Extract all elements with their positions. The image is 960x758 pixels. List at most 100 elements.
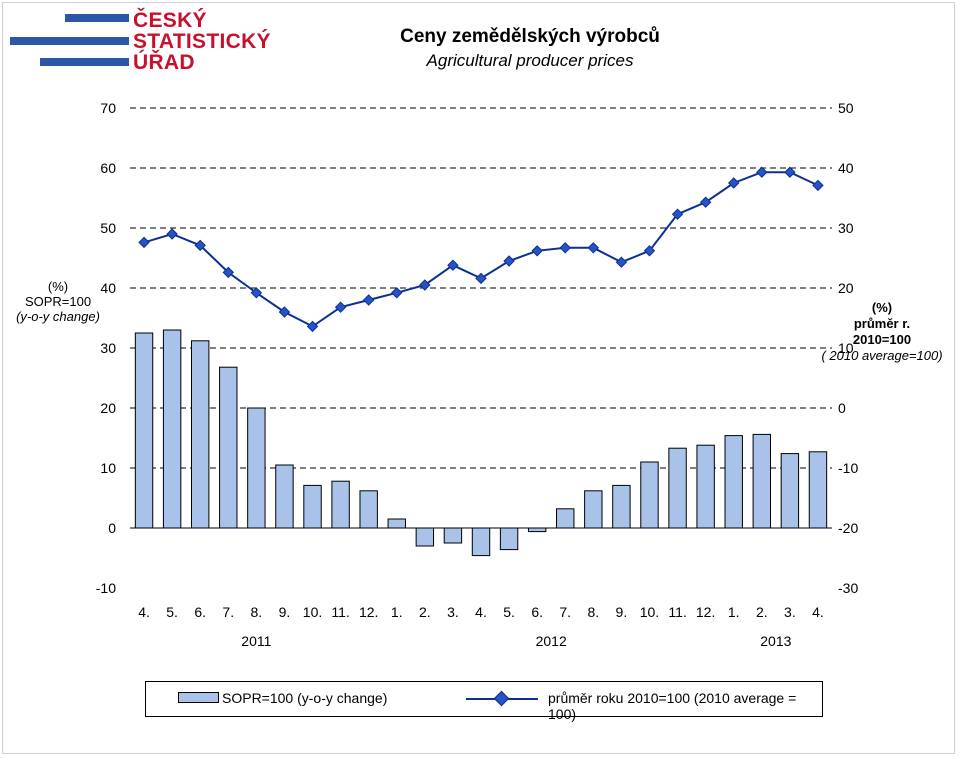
line-point xyxy=(587,242,600,254)
line-point xyxy=(671,208,684,220)
x-tick-label: 2. xyxy=(419,604,431,620)
x-tick-label: 11. xyxy=(668,604,686,620)
bar xyxy=(527,527,547,533)
x-tick-label: 4. xyxy=(138,604,150,620)
chart-subtitle: Agricultural producer prices xyxy=(426,51,634,70)
right-axis-label-line: 2010=100 xyxy=(852,332,912,347)
right-tick-label: -10 xyxy=(838,460,858,476)
x-tick-label: 1. xyxy=(391,604,403,620)
right-tick-label: 50 xyxy=(838,100,854,116)
x-tick-label: 2. xyxy=(756,604,768,620)
line-point xyxy=(138,236,150,249)
x-tick-label: 12. xyxy=(359,604,378,620)
line-point xyxy=(419,279,431,291)
line-point xyxy=(531,245,543,257)
bar xyxy=(556,508,575,529)
x-tick-label: 4. xyxy=(812,604,824,620)
x-tick-label: 9. xyxy=(616,604,628,620)
left-tick-label: 30 xyxy=(100,340,116,356)
line-point xyxy=(643,245,656,257)
x-tick-label: 7. xyxy=(222,604,234,620)
legend-line-label: průměr roku 2010=100 (2010 average = 100… xyxy=(548,690,797,722)
x-tick-label: 7. xyxy=(559,604,571,620)
x-tick-label: 12. xyxy=(696,604,715,620)
bar xyxy=(584,490,603,529)
line-point xyxy=(362,294,375,306)
x-tick-label: 6. xyxy=(531,604,543,620)
logo-stripe xyxy=(65,14,129,22)
left-tick-label: 70 xyxy=(100,100,116,116)
line-point xyxy=(222,266,234,279)
x-tick-label: 3. xyxy=(784,604,796,620)
line-point xyxy=(306,320,319,333)
left-axis-label-line: SOPR=100 xyxy=(24,294,92,309)
logo-line-3: ÚŘAD xyxy=(133,51,195,74)
bar xyxy=(387,518,406,529)
line-point xyxy=(278,306,291,318)
line-point xyxy=(615,256,628,268)
bar xyxy=(134,332,154,529)
bar xyxy=(190,340,210,529)
x-tick-label: 5. xyxy=(503,604,515,620)
right-tick-label: 10 xyxy=(838,340,854,356)
line-point xyxy=(391,287,403,299)
left-axis-label: (%) SOPR=100 (y-o-y change) xyxy=(8,279,108,324)
bar xyxy=(331,480,350,529)
logo-line-1: ČESKÝ xyxy=(133,9,207,32)
x-tick-label: 6. xyxy=(194,604,206,620)
line-point xyxy=(503,255,515,267)
bar xyxy=(752,433,772,529)
x-tick-label: 8. xyxy=(587,604,599,620)
bar xyxy=(359,490,378,529)
line-point xyxy=(194,239,206,252)
year-label: 2013 xyxy=(760,633,791,649)
line-point xyxy=(475,272,487,285)
right-tick-label: -20 xyxy=(838,520,858,536)
left-tick-label: -10 xyxy=(96,580,116,596)
right-tick-label: 40 xyxy=(838,160,854,176)
series-line xyxy=(143,171,819,328)
right-axis-label-line: průměr r. xyxy=(853,316,911,331)
logo-stripes-icon xyxy=(10,14,129,66)
left-tick-label: 50 xyxy=(100,220,116,236)
chart-title: Ceny zemědělských výrobců xyxy=(400,26,660,47)
legend-bar-label: SOPR=100 (y-o-y change) xyxy=(222,690,388,706)
line-point xyxy=(812,179,824,192)
bar xyxy=(219,366,238,529)
right-axis-label: (%) průměr r. 2010=100 ( 2010 average=10… xyxy=(808,300,956,364)
x-tick-label: 5. xyxy=(166,604,178,620)
logo-stripe xyxy=(40,58,129,66)
logo-stripe xyxy=(10,37,129,45)
line-point xyxy=(699,196,712,208)
year-label: 2011 xyxy=(241,633,271,649)
right-tick-label: 30 xyxy=(838,220,854,236)
right-tick-label: -30 xyxy=(838,580,858,596)
x-tick-label: 11. xyxy=(331,604,349,620)
bar xyxy=(415,527,435,547)
bar xyxy=(303,484,322,529)
bar xyxy=(443,527,463,544)
legend: SOPR=100 (y-o-y change) průměr roku 2010… xyxy=(145,681,823,722)
year-label: 2012 xyxy=(536,633,567,649)
right-tick-label: 20 xyxy=(838,280,854,296)
line-point xyxy=(447,259,459,271)
bar xyxy=(247,407,266,529)
right-axis-label-line: ( 2010 average=100) xyxy=(821,348,943,363)
x-tick-label: 10. xyxy=(303,604,322,620)
left-tick-label: 10 xyxy=(100,460,116,476)
right-tick-label: 0 xyxy=(838,400,846,416)
bar xyxy=(696,444,715,529)
x-tick-label: 8. xyxy=(251,604,263,620)
czso-logo: ČESKÝ STATISTICKÝ ÚŘAD xyxy=(10,8,271,74)
right-axis-label-line: (%) xyxy=(871,300,893,315)
line-point xyxy=(756,166,768,178)
bar xyxy=(275,464,294,529)
line-point xyxy=(728,177,740,189)
left-tick-label: 20 xyxy=(100,400,116,416)
left-tick-label: 60 xyxy=(100,160,116,176)
left-tick-label: 40 xyxy=(100,280,116,296)
x-tick-label: 10. xyxy=(640,604,659,620)
line-point xyxy=(166,228,178,240)
bar xyxy=(668,447,687,529)
